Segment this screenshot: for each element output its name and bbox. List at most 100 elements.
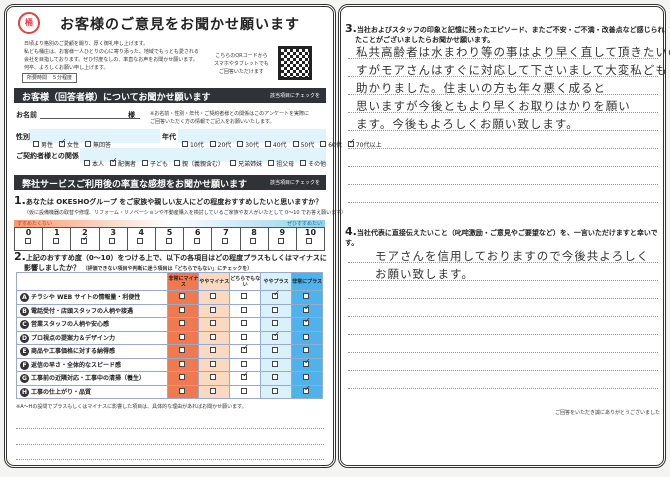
checkbox[interactable] — [303, 384, 311, 394]
rating-cell[interactable] — [291, 384, 323, 399]
rating-cell[interactable] — [167, 317, 200, 332]
rating-cell[interactable] — [167, 330, 200, 345]
checkbox[interactable] — [303, 357, 311, 367]
scale-option[interactable]: 0 — [15, 228, 42, 250]
rating-cell[interactable] — [198, 303, 231, 318]
checkbox[interactable] — [179, 293, 186, 300]
checkbox[interactable] — [210, 306, 217, 313]
checkbox[interactable] — [347, 137, 356, 147]
checkbox[interactable] — [272, 387, 279, 394]
checkbox[interactable] — [210, 347, 217, 354]
checkbox[interactable] — [179, 320, 186, 327]
rating-cell[interactable] — [229, 343, 262, 359]
checkbox[interactable] — [278, 238, 285, 244]
checkbox[interactable] — [272, 306, 279, 313]
checkbox[interactable] — [241, 343, 249, 354]
rating-cell[interactable] — [198, 344, 231, 359]
rating-cell[interactable] — [198, 371, 231, 386]
rating-cell[interactable] — [167, 371, 200, 386]
rating-cell[interactable] — [167, 384, 200, 399]
rating-cell[interactable] — [291, 371, 323, 386]
checkbox[interactable] — [272, 289, 280, 300]
checkbox[interactable] — [110, 156, 118, 166]
checkbox[interactable] — [210, 387, 217, 394]
checkbox[interactable] — [272, 320, 279, 327]
checkbox[interactable] — [272, 330, 280, 340]
scale-option[interactable]: 7 — [211, 228, 239, 250]
checkbox[interactable] — [250, 238, 257, 244]
rating-cell[interactable] — [198, 384, 231, 399]
checkbox[interactable] — [142, 160, 149, 166]
checkbox[interactable] — [237, 141, 244, 147]
checkbox[interactable] — [268, 160, 275, 166]
checkbox[interactable] — [109, 238, 116, 244]
scale-option[interactable]: 1 — [42, 228, 70, 250]
option-checkbox[interactable]: 女性 — [59, 137, 79, 149]
checkbox[interactable] — [174, 160, 181, 166]
rating-cell[interactable] — [291, 303, 323, 318]
rating-cell[interactable] — [229, 370, 262, 386]
option-checkbox[interactable]: 親（義親含む） — [174, 159, 224, 168]
option-checkbox[interactable]: 50代 — [292, 140, 314, 149]
rating-cell[interactable] — [260, 289, 293, 305]
rating-cell[interactable] — [167, 303, 200, 318]
rating-cell[interactable] — [167, 344, 200, 359]
checkbox[interactable] — [85, 141, 92, 147]
name-field[interactable] — [40, 118, 140, 119]
option-checkbox[interactable]: 70代以上 — [347, 137, 381, 149]
checkbox[interactable] — [303, 316, 311, 327]
checkbox[interactable] — [303, 374, 310, 381]
rating-cell[interactable] — [229, 357, 262, 372]
checkbox[interactable] — [230, 160, 237, 166]
checkbox[interactable] — [303, 333, 310, 340]
checkbox[interactable] — [241, 320, 248, 327]
rating-cell[interactable] — [167, 290, 200, 305]
checkbox[interactable] — [210, 374, 217, 381]
checkbox[interactable] — [241, 293, 248, 300]
checkbox[interactable] — [179, 360, 186, 367]
checkbox[interactable] — [137, 238, 144, 244]
checkbox[interactable] — [272, 360, 279, 367]
scale-option[interactable]: 2 — [70, 228, 98, 250]
rating-cell[interactable] — [291, 316, 323, 332]
checkbox[interactable] — [209, 141, 216, 147]
checkbox[interactable] — [272, 347, 279, 354]
checkbox[interactable] — [179, 333, 186, 340]
checkbox[interactable] — [210, 293, 217, 300]
rating-cell[interactable] — [260, 371, 293, 386]
rating-cell[interactable] — [198, 357, 231, 372]
checkbox[interactable] — [52, 238, 59, 244]
option-checkbox[interactable]: 20代 — [209, 140, 231, 149]
rating-cell[interactable] — [229, 290, 262, 305]
checkbox[interactable] — [80, 234, 89, 244]
option-checkbox[interactable]: 本人 — [84, 159, 104, 168]
checkbox[interactable] — [221, 238, 228, 244]
checkbox[interactable] — [303, 347, 310, 354]
rating-cell[interactable] — [229, 317, 262, 332]
scale-option[interactable]: 5 — [154, 228, 183, 250]
checkbox[interactable] — [272, 374, 279, 381]
checkbox[interactable] — [193, 238, 200, 244]
scale-option[interactable]: 10 — [295, 228, 324, 250]
option-checkbox[interactable]: その他 — [300, 159, 326, 168]
checkbox[interactable] — [241, 360, 248, 367]
option-checkbox[interactable]: 祖父母 — [268, 159, 294, 168]
option-checkbox[interactable]: 無回答 — [85, 140, 111, 149]
checkbox[interactable] — [179, 306, 186, 313]
checkbox[interactable] — [303, 293, 310, 300]
checkbox[interactable] — [303, 303, 311, 313]
checkbox[interactable] — [241, 387, 248, 394]
rating-cell[interactable] — [167, 357, 200, 372]
checkbox[interactable] — [320, 141, 327, 147]
checkbox[interactable] — [241, 306, 248, 313]
checkbox[interactable] — [241, 370, 249, 381]
rating-cell[interactable] — [198, 317, 231, 332]
option-checkbox[interactable]: 30代 — [237, 140, 259, 149]
checkbox[interactable] — [33, 141, 39, 147]
checkbox[interactable] — [306, 238, 313, 244]
checkbox[interactable] — [300, 160, 307, 166]
rating-cell[interactable] — [291, 330, 323, 345]
option-checkbox[interactable]: 子ども — [142, 159, 168, 168]
checkbox[interactable] — [210, 320, 217, 327]
scale-option[interactable]: 8 — [239, 228, 268, 250]
